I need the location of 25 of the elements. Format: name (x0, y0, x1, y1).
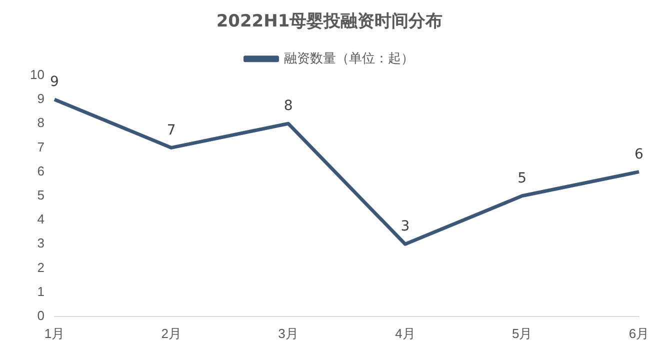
y-tick-label: 2 (37, 260, 44, 275)
data-label: 5 (518, 170, 527, 187)
y-tick-label: 4 (37, 212, 44, 227)
chart-title: 2022H1母婴投融资时间分布 (216, 12, 443, 32)
data-label: 3 (400, 218, 410, 235)
y-tick-label: 10 (30, 66, 44, 82)
data-label: 7 (166, 122, 176, 138)
legend-label: 融资数量（单位：起） (284, 51, 414, 66)
x-tick-label: 1月 (44, 326, 65, 341)
x-tick-label: 5月 (512, 326, 532, 341)
y-tick-label: 1 (37, 284, 44, 299)
data-label: 8 (284, 98, 293, 114)
x-tick-label: 2月 (161, 326, 182, 341)
data-label: 6 (634, 146, 644, 162)
data-label: 9 (50, 74, 59, 90)
y-tick-label: 8 (37, 115, 44, 130)
y-tick-label: 9 (37, 91, 44, 106)
y-tick-label: 3 (37, 236, 44, 251)
y-tick-label: 5 (37, 187, 44, 202)
y-tick-label: 0 (37, 308, 44, 323)
x-tick-label: 4月 (395, 326, 416, 341)
y-tick-label: 7 (37, 139, 44, 154)
y-tick-label: 6 (37, 163, 44, 178)
x-tick-label: 3月 (278, 326, 298, 341)
x-tick-label: 6月 (628, 326, 650, 341)
